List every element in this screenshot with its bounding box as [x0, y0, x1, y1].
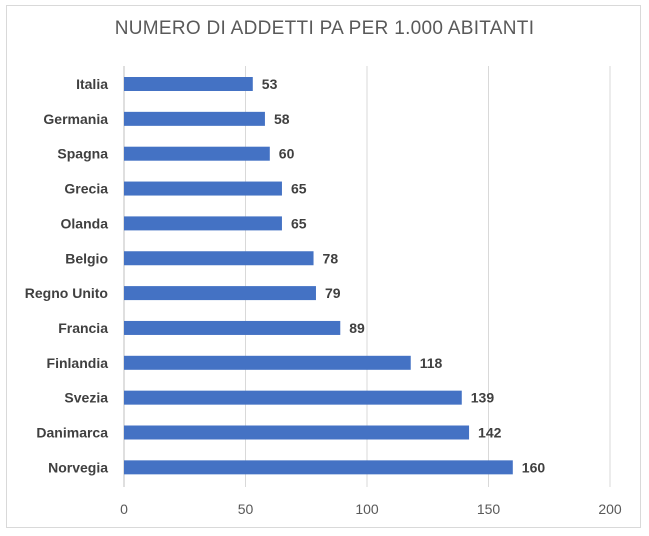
chart-title: NUMERO DI ADDETTI PA PER 1.000 ABITANTI	[114, 18, 535, 39]
category-label: Regno Unito	[25, 285, 108, 301]
bar	[124, 111, 265, 126]
category-label: Germania	[43, 111, 108, 127]
x-tick-label: 100	[355, 501, 379, 517]
bar	[124, 77, 253, 91]
bar	[124, 460, 513, 475]
category-label: Norvegia	[48, 459, 108, 475]
bar	[124, 216, 282, 231]
x-tick-label: 50	[238, 501, 254, 517]
data-label: 142	[478, 425, 502, 441]
data-label: 118	[420, 355, 443, 371]
bar	[124, 390, 462, 405]
data-label: 160	[522, 459, 546, 475]
category-label: Spagna	[57, 146, 108, 162]
data-label: 60	[279, 146, 295, 162]
category-label: Francia	[58, 320, 108, 336]
bar	[124, 286, 316, 301]
category-label: Danimarca	[36, 425, 108, 441]
data-label: 53	[262, 76, 278, 92]
data-label: 58	[274, 111, 290, 127]
x-tick-label: 150	[477, 501, 501, 517]
category-label: Belgio	[65, 250, 108, 266]
category-label: Olanda	[61, 215, 109, 231]
bar	[124, 320, 341, 335]
data-label: 79	[325, 285, 341, 301]
x-tick-label: 0	[120, 501, 128, 517]
category-label: Finlandia	[47, 355, 109, 371]
bar	[124, 355, 411, 370]
bar	[124, 146, 270, 161]
bar	[124, 425, 470, 440]
data-label: 89	[349, 320, 365, 336]
bar	[124, 251, 314, 266]
x-tick-label: 200	[598, 501, 622, 517]
bar	[124, 181, 282, 196]
chart-area	[6, 5, 641, 528]
data-label: 65	[291, 181, 307, 197]
data-label: 139	[471, 390, 495, 406]
data-label: 65	[291, 215, 307, 231]
category-label: Grecia	[64, 181, 108, 197]
category-label: Svezia	[64, 390, 108, 406]
category-label: Italia	[76, 76, 108, 92]
data-label: 78	[323, 250, 339, 266]
